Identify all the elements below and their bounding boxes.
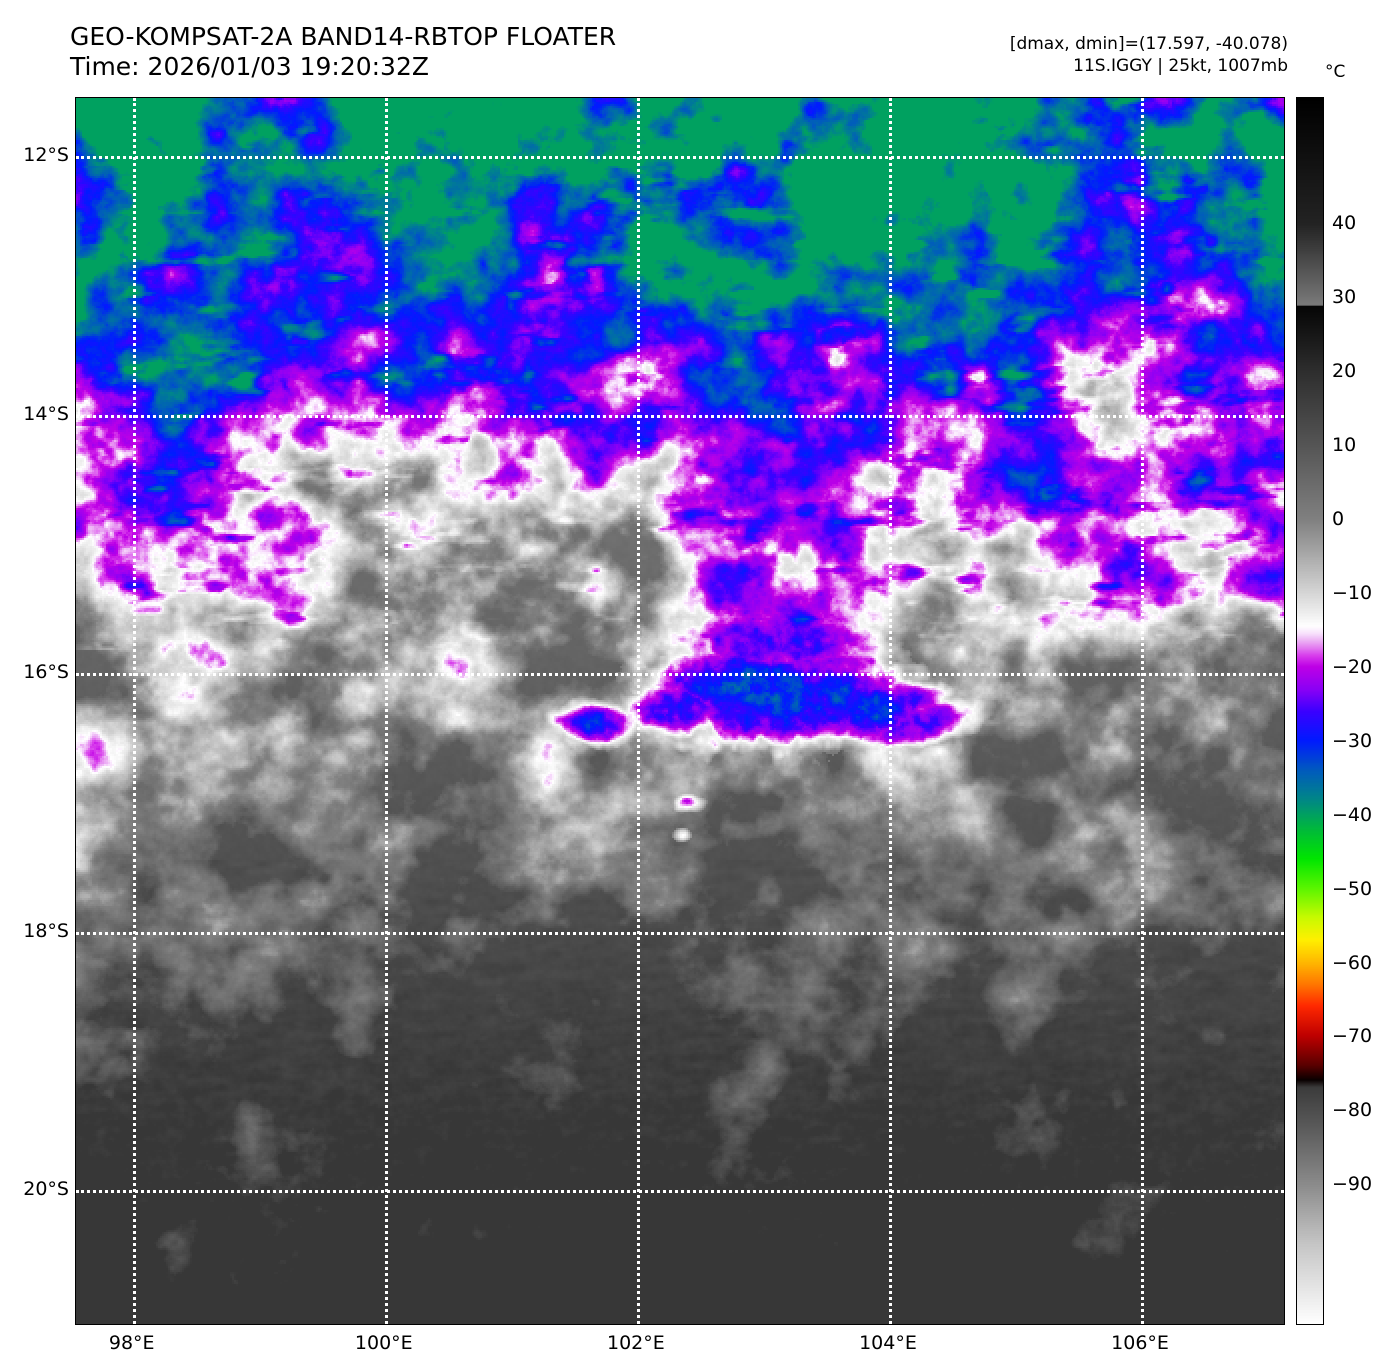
longitude-tick-104°E: 104°E — [859, 1332, 917, 1354]
satellite-plot-area[interactable]: Copyright © 2020-2026 Dapiya — [75, 97, 1285, 1325]
colorbar-tick-0: 0 — [1332, 507, 1345, 530]
longitude-tick-102°E: 102°E — [606, 1332, 665, 1354]
colorbar-tick--70: −70 — [1332, 1025, 1373, 1048]
colorbar-gradient — [1296, 97, 1324, 1325]
colorbar-tick--80: −80 — [1332, 1099, 1373, 1122]
latitude-tick-12°S: 12°S — [23, 144, 69, 167]
temperature-colorbar[interactable]: 40 30 20 10 0 −10 −20 −30 −40 −50 −60 −70 −80 −90 — [1296, 97, 1372, 1325]
header-left: GEO-KOMPSAT-2A BAND14-RBTOP FLOATER Time… — [70, 22, 616, 82]
latitude-tick-14°S: 14°S — [23, 402, 69, 425]
colorbar-tick--10: −10 — [1332, 581, 1373, 604]
dmax-dmin-label: [dmax, dmin]=(17.597, -40.078) — [1009, 34, 1288, 54]
colorbar-tick--20: −20 — [1332, 655, 1373, 678]
longitude-tick-106°E: 106°E — [1111, 1332, 1169, 1354]
colorbar-tick--30: −30 — [1332, 729, 1373, 752]
timestamp-label: Time: 2026/01/03 19:20:32Z — [70, 52, 429, 81]
page-title: GEO-KOMPSAT-2A BAND14-RBTOP FLOATER — [70, 22, 617, 51]
colorbar-tick-10: 10 — [1332, 433, 1357, 456]
colorbar-tick--40: −40 — [1332, 803, 1373, 826]
infrared-satellite-image — [76, 98, 1284, 1324]
colorbar-tick--50: −50 — [1332, 877, 1373, 900]
colorbar-tick-20: 20 — [1332, 359, 1357, 382]
colorbar-tick--90: −90 — [1332, 1173, 1373, 1196]
header-right: [dmax, dmin]=(17.597, -40.078) 11S.IGGY … — [1010, 33, 1288, 77]
latitude-tick-20°S: 20°S — [23, 1178, 69, 1201]
colorbar-tick--60: −60 — [1332, 951, 1373, 974]
longitude-tick-98°E: 98°E — [108, 1332, 155, 1354]
latitude-tick-18°S: 18°S — [23, 919, 69, 942]
storm-info-label: 11S.IGGY | 25kt, 1007mb — [1073, 56, 1288, 76]
colorbar-tick-30: 30 — [1332, 285, 1357, 308]
colorbar-unit-label: °C — [1325, 62, 1346, 82]
colorbar-tick-40: 40 — [1332, 211, 1357, 234]
latitude-tick-16°S: 16°S — [23, 661, 69, 684]
longitude-tick-100°E: 100°E — [354, 1332, 413, 1354]
